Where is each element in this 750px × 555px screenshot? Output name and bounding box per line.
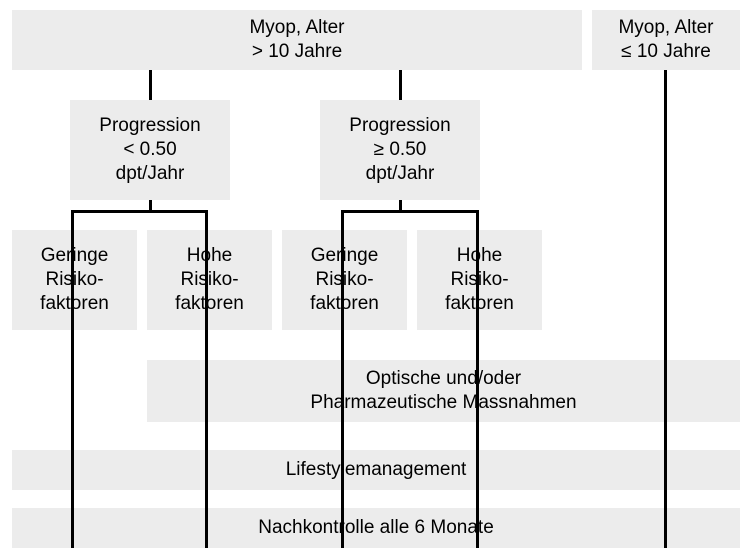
box-progression-ge: Progression≥ 0.50dpt/Jahr <box>320 100 480 200</box>
box-followup: Nachkontrolle alle 6 Monate <box>12 508 740 548</box>
connector-line <box>399 70 402 100</box>
connector-line <box>149 70 152 100</box>
connector-line <box>341 210 344 548</box>
box-risk-4: HoheRisiko-faktoren <box>417 230 542 330</box>
box-top-left-text: Myop, Alter> 10 Jahre <box>249 16 344 64</box>
box-top-right-text: Myop, Alter≤ 10 Jahre <box>618 16 713 64</box>
box-risk-3: GeringeRisiko-faktoren <box>282 230 407 330</box>
box-followup-text: Nachkontrolle alle 6 Monate <box>258 516 494 540</box>
box-risk-3-text: GeringeRisiko-faktoren <box>310 244 379 315</box>
box-lifestyle: Lifestylemanagement <box>12 450 740 490</box>
connector-line <box>205 210 208 548</box>
box-top-right: Myop, Alter≤ 10 Jahre <box>592 10 740 70</box>
box-top-left: Myop, Alter> 10 Jahre <box>12 10 582 70</box>
box-risk-1-text: GeringeRisiko-faktoren <box>40 244 109 315</box>
box-progression-lt-text: Progression< 0.50dpt/Jahr <box>99 114 200 185</box>
connector-line <box>341 210 479 213</box>
connector-line <box>664 70 667 548</box>
connector-line <box>476 210 479 548</box>
box-progression-ge-text: Progression≥ 0.50dpt/Jahr <box>349 114 450 185</box>
box-risk-4-text: HoheRisiko-faktoren <box>445 244 514 315</box>
box-risk-2-text: HoheRisiko-faktoren <box>175 244 244 315</box>
box-risk-2: HoheRisiko-faktoren <box>147 230 272 330</box>
box-lifestyle-text: Lifestylemanagement <box>286 458 467 482</box>
connector-line <box>71 210 208 213</box>
box-risk-1: GeringeRisiko-faktoren <box>12 230 137 330</box>
connector-line <box>71 210 74 548</box>
box-optical: Optische und/oderPharmazeutische Massnah… <box>147 360 740 422</box>
box-optical-text: Optische und/oderPharmazeutische Massnah… <box>310 367 576 415</box>
box-progression-lt: Progression< 0.50dpt/Jahr <box>70 100 230 200</box>
